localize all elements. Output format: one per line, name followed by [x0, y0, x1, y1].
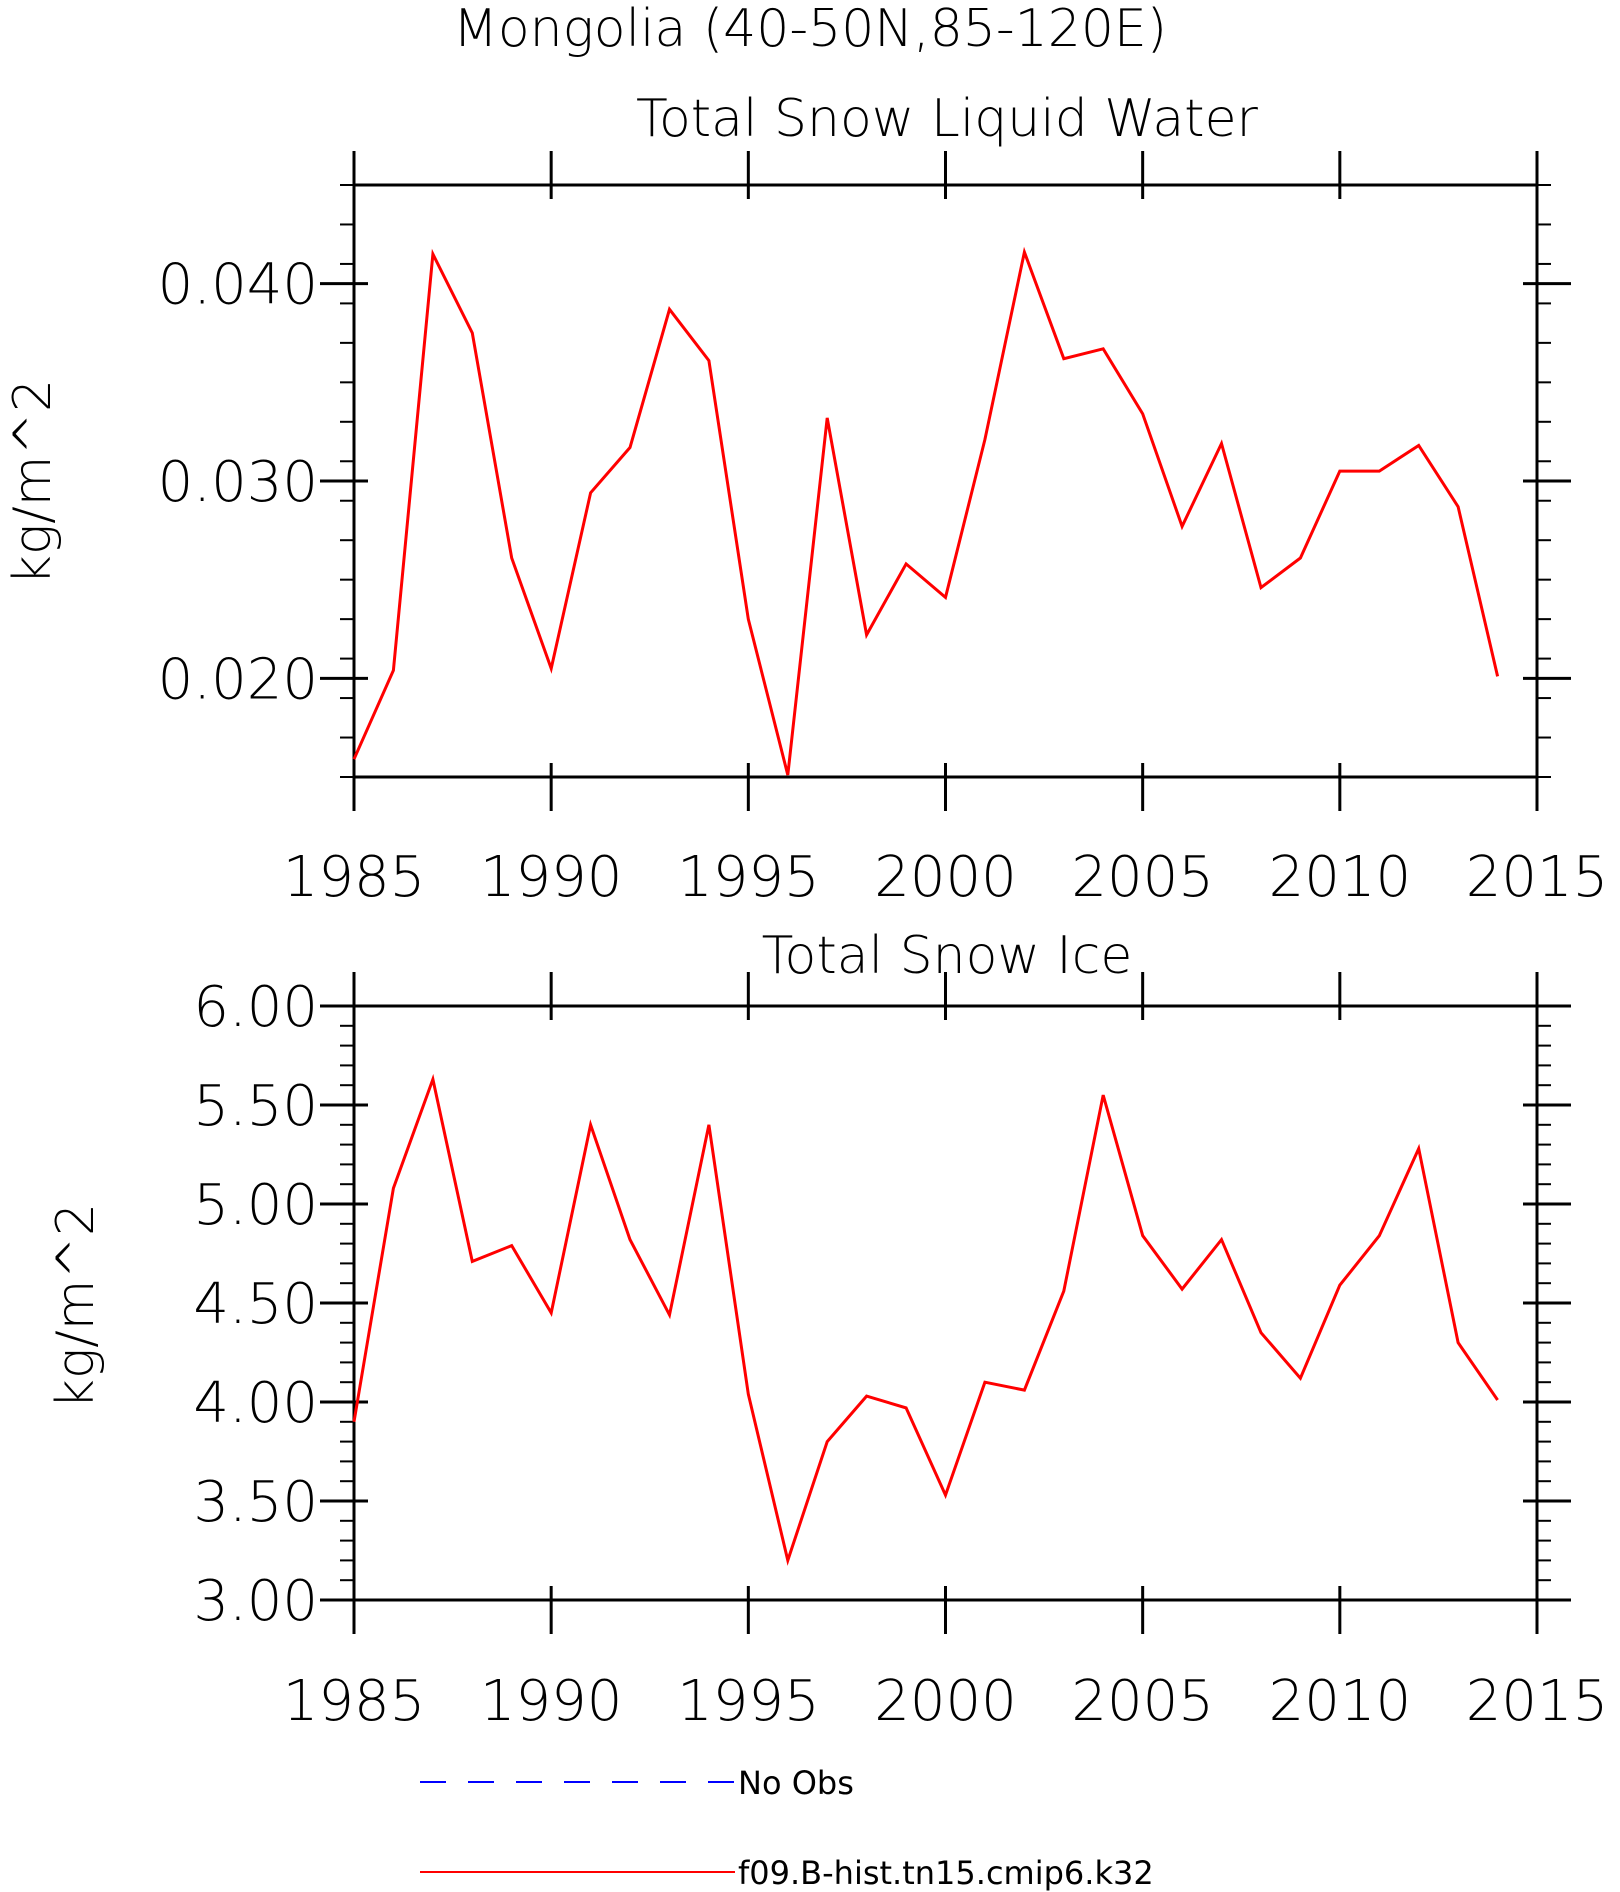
y-tick-label: 0.020 [158, 647, 318, 712]
x-tick-label: 2005 [1071, 1669, 1214, 1734]
y-tick-label: 6.00 [193, 975, 318, 1040]
y-tick-label: 0.040 [158, 253, 318, 318]
x-tick-label: 2000 [874, 1669, 1017, 1734]
y-tick-label: 5.00 [193, 1173, 318, 1238]
x-tick-label: 2015 [1466, 845, 1609, 910]
x-tick-label: 2010 [1269, 845, 1412, 910]
x-tick-label: 1990 [480, 1669, 623, 1734]
plot-frame [352, 1004, 1539, 1602]
x-tick-label: 1985 [283, 845, 426, 910]
x-tick-label: 2005 [1071, 845, 1214, 910]
y-tick-label: 0.030 [158, 450, 318, 515]
x-tick-label: 2000 [874, 845, 1017, 910]
x-tick-label: 1990 [480, 845, 623, 910]
legend-label-no-obs: No Obs [738, 1764, 854, 1802]
legend: No Obs f09.B-hist.tn15.cmip6.k32 [420, 1764, 1154, 1892]
series-line [352, 1073, 1499, 1566]
x-tick-label: 1995 [677, 1669, 820, 1734]
x-tick-label: 2015 [1466, 1669, 1609, 1734]
chart-title: Total Snow Liquid Water [636, 89, 1259, 149]
y-axis-label: kg/m^2 [46, 1203, 106, 1409]
chart-panel-snow-ice: Total Snow Ice kg/m^2 1985 1990 1995 2000 20… [46, 926, 1608, 1734]
y-tick-label: 4.00 [193, 1371, 318, 1436]
y-tick-label: 3.50 [193, 1470, 318, 1535]
figure-suptitle: Mongolia (40-50N,85-120E) [453, 0, 1167, 59]
legend-label-model: f09.B-hist.tn15.cmip6.k32 [738, 1854, 1154, 1892]
series-line [352, 246, 1500, 776]
y-tick-label: 3.00 [193, 1569, 318, 1634]
y-tick-label: 4.50 [193, 1272, 318, 1337]
x-tick-label: 1985 [283, 1669, 426, 1734]
plot-frame [352, 183, 1539, 779]
y-tick-label: 5.50 [193, 1074, 318, 1139]
x-tick-label: 2010 [1269, 1669, 1412, 1734]
x-tick-label: 1995 [677, 845, 820, 910]
chart-panel-liquid-water: Total Snow Liquid Water kg/m^2 1985 1990 1… [3, 89, 1608, 910]
y-axis-label: kg/m^2 [3, 379, 63, 585]
